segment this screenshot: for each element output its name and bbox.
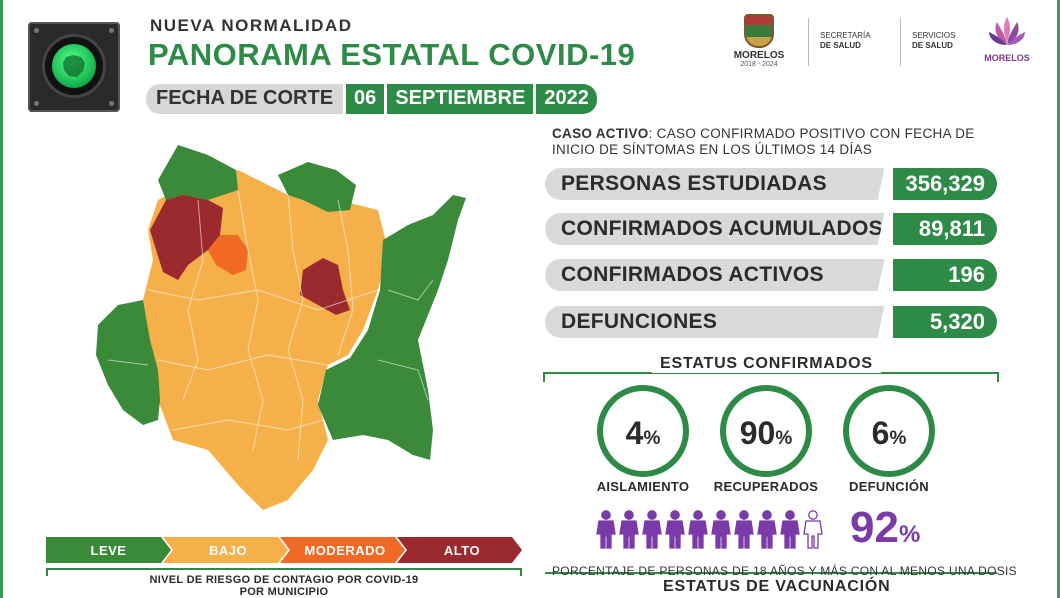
state-risk-map [96, 145, 466, 510]
shield-icon [744, 14, 774, 48]
estatus-bracket [543, 372, 999, 382]
legend-leve: LEVE [90, 543, 127, 558]
map-region-bajo [143, 170, 388, 510]
fecha-month: SEPTIEMBRE [387, 84, 534, 114]
map-region-moderado [208, 235, 248, 275]
stat-defunciones: DEFUNCIONES 5,320 [545, 306, 997, 338]
secretaria-salud-logo: SECRETARÍA DE SALUD [820, 31, 871, 50]
municipal-borders [107, 189, 434, 461]
person-vaccinated-icon [757, 510, 777, 549]
fecha-year: 2022 [536, 84, 597, 114]
person-vaccinated-icon [619, 510, 639, 549]
person-vaccinated-icon [780, 510, 800, 549]
map-region-leve [278, 162, 356, 212]
map-region-leve [158, 145, 238, 200]
legend-alto: ALTO [443, 543, 481, 558]
vaccination-note: PORCENTAJE DE PERSONAS DE 18 AÑOS Y MÁS … [552, 564, 1017, 578]
vaccination-title: ESTATUS DE VACUNACIÓN [663, 578, 891, 595]
legend-bracket [46, 568, 522, 576]
person-vaccinated-icon [734, 510, 754, 549]
logo-divider [900, 18, 901, 66]
recuperados-ring: 90% [720, 385, 812, 477]
servicios-salud-logo: SERVICIOS DE SALUD [912, 31, 956, 50]
vaccination-percentage: 92% [850, 503, 921, 552]
fecha-day: 06 [346, 84, 385, 114]
vaccination-people-icons [596, 510, 823, 552]
stat-personas-estudiadas: PERSONAS ESTUDIADAS 356,329 [545, 168, 997, 200]
stat-confirmados-activos: CONFIRMADOS ACTIVOS 196 [545, 259, 997, 291]
morelos-flower-logo: MORELOS [982, 14, 1032, 70]
stat-confirmados-acumulados: CONFIRMADOS ACUMULADOS 89,811 [545, 213, 997, 245]
map-region-alto [150, 195, 223, 280]
caso-activo-definition: CASO ACTIVO: CASO CONFIRMADO POSITIVO CO… [552, 126, 975, 157]
logo-divider [808, 18, 809, 66]
morelos-government-logo: MORELOS 2018 - 2024 [724, 14, 794, 74]
page-title: PANORAMA ESTATAL COVID-19 [148, 37, 636, 72]
person-vaccinated-icon [688, 510, 708, 549]
legend-bajo: BAJO [208, 543, 248, 558]
recuperados-label: RECUPERADOS [713, 479, 819, 494]
legend-moderado: MODERADO [304, 543, 386, 558]
header-subtitle: NUEVA NORMALIDAD [150, 16, 353, 35]
aislamiento-label: AISLAMIENTO [596, 479, 690, 494]
person-vaccinated-icon [665, 510, 685, 549]
fecha-de-corte: FECHA DE CORTE 06 SEPTIEMBRE 2022 [146, 84, 597, 114]
fecha-label: FECHA DE CORTE [146, 84, 344, 114]
flower-icon [989, 17, 1025, 45]
defuncion-ring: 6% [843, 385, 935, 477]
vaccination-bracket [545, 572, 997, 574]
aislamiento-ring: 4% [597, 385, 689, 477]
person-vaccinated-icon [642, 510, 662, 549]
state-silhouette-icon [63, 55, 85, 77]
person-vaccinated-icon [711, 510, 731, 549]
semaphore-icon [28, 22, 120, 112]
person-unvaccinated-icon [803, 510, 823, 549]
legend-caption: NIVEL DE RIESGO DE CONTAGIO POR COVID-19… [149, 574, 419, 598]
map-region-alto [300, 258, 350, 315]
legend-arrows [46, 537, 522, 563]
person-vaccinated-icon [596, 510, 616, 549]
map-region-leve [318, 195, 466, 460]
defuncion-label: DEFUNCIÓN [849, 479, 929, 494]
estatus-confirmados-title: ESTATUS CONFIRMADOS [652, 355, 881, 373]
